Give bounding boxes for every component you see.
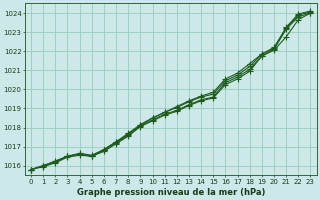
X-axis label: Graphe pression niveau de la mer (hPa): Graphe pression niveau de la mer (hPa) bbox=[76, 188, 265, 197]
